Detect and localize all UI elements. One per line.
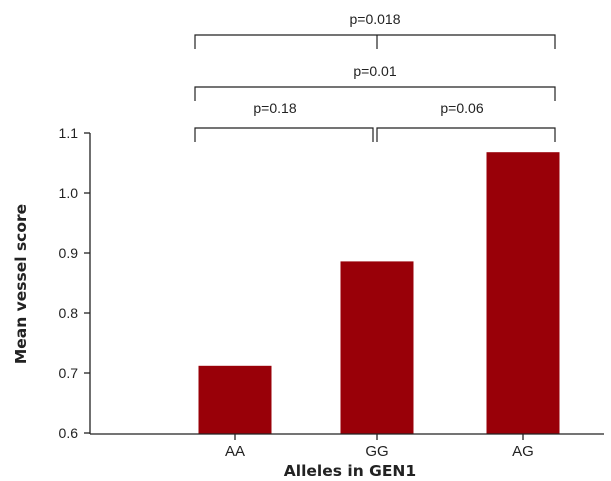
p-value-label: p=0.01 bbox=[353, 63, 396, 79]
significance-bracket bbox=[194, 34, 556, 49]
x-axis-title: Alleles in GEN1 bbox=[284, 462, 416, 480]
significance-bracket bbox=[194, 127, 374, 142]
y-tick-label: 0.9 bbox=[59, 245, 79, 261]
p-value-label: p=0.06 bbox=[440, 100, 483, 116]
significance-bracket bbox=[376, 127, 556, 142]
significance-bracket bbox=[194, 86, 556, 101]
p-value-label: p=0.18 bbox=[253, 100, 296, 116]
x-axis-ticks: AA GG AG bbox=[225, 434, 534, 460]
bars bbox=[198, 152, 560, 434]
bar-aa bbox=[198, 365, 272, 434]
x-tick-label: GG bbox=[365, 443, 388, 460]
y-axis-ticks: 0.6 0.7 0.8 0.9 1.0 1.1 bbox=[59, 125, 90, 441]
bar-gg bbox=[340, 261, 414, 434]
p-value-label: p=0.018 bbox=[350, 11, 401, 27]
y-tick-label: 1.1 bbox=[59, 125, 79, 141]
y-tick-label: 0.7 bbox=[59, 365, 79, 381]
x-tick-label: AA bbox=[225, 443, 245, 460]
bar-ag bbox=[486, 152, 560, 434]
significance-brackets: p=0.18 p=0.06 p=0.01 p=0.018 bbox=[194, 11, 556, 142]
y-axis-title: Mean vessel score bbox=[12, 204, 30, 364]
x-tick-label: AG bbox=[512, 443, 534, 460]
y-tick-label: 0.8 bbox=[59, 305, 79, 321]
y-tick-label: 0.6 bbox=[59, 425, 79, 441]
y-tick-label: 1.0 bbox=[59, 185, 79, 201]
